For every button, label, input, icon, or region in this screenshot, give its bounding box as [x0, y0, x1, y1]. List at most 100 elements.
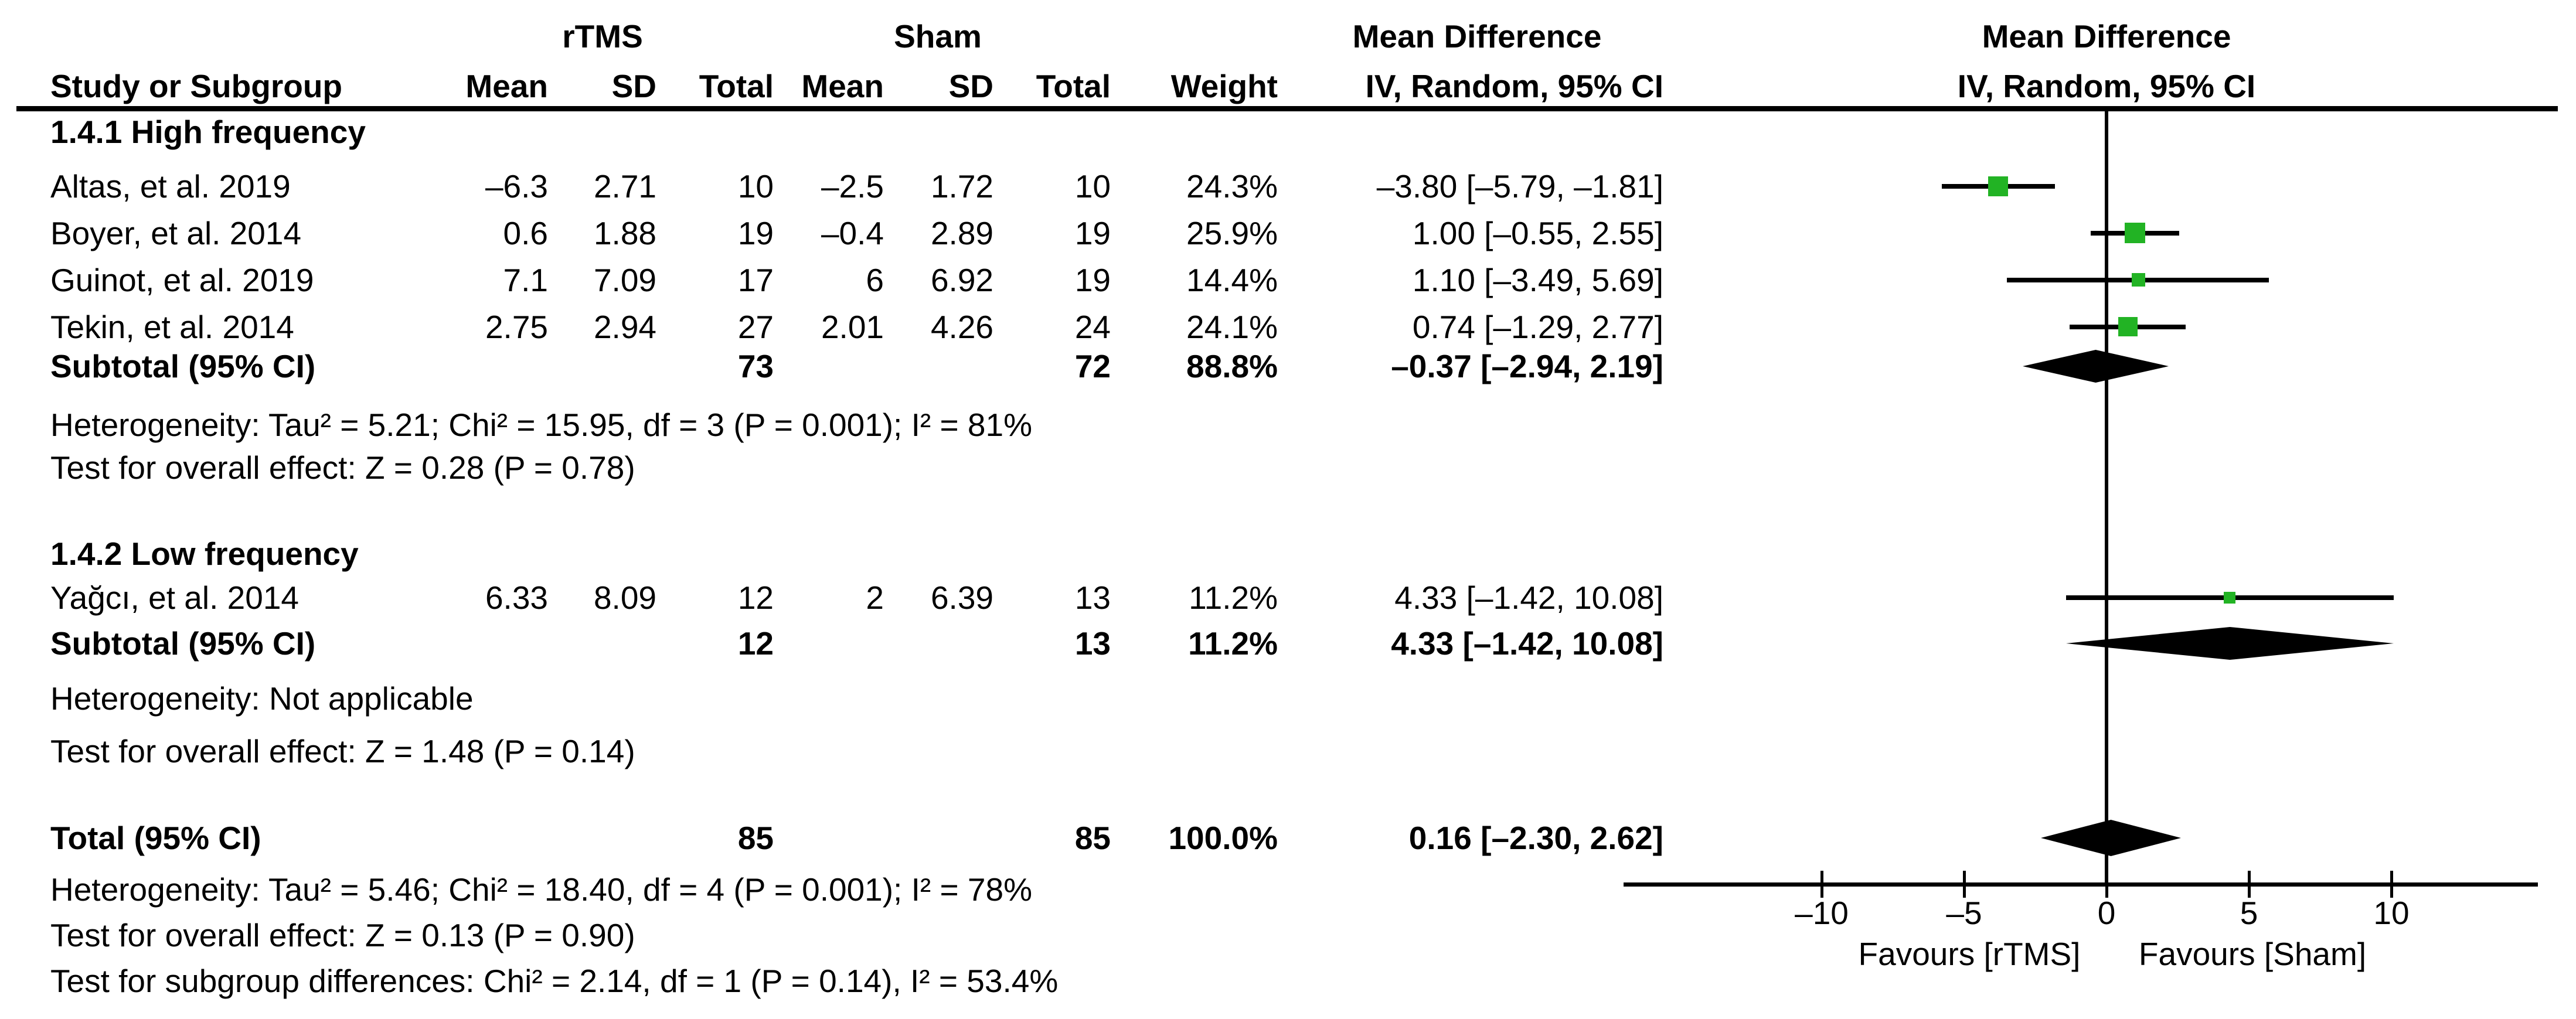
x-axis-tick-label: 10: [2373, 895, 2410, 931]
x-axis-tick: [1963, 871, 1966, 898]
column-header-row: Study or Subgroup Mean SD Total Mean SD …: [0, 66, 2576, 107]
total-row: Total (95% CI) 85 85 100.0% 0.16 [–2.30,…: [0, 817, 2576, 858]
col-total-rtms: Total: [699, 68, 774, 104]
mean-rtms: 7.1: [503, 262, 548, 298]
favours-left-label: Favours [rTMS]: [1858, 936, 2081, 972]
subgroup1-subtotal-row: Subtotal (95% CI) 73 72 88.8% –0.37 [–2.…: [0, 346, 2576, 387]
sd-rtms: 1.88: [593, 215, 656, 251]
overall-effect-text: Test for overall effect: Z = 1.48 (P = 0…: [50, 733, 635, 769]
x-axis-tick-label: 0: [2097, 895, 2116, 931]
table-row-tekin: Tekin, et al. 2014 2.75 2.94 27 2.01 4.2…: [0, 306, 2576, 347]
subgroup2-subtotal-row: Subtotal (95% CI) 12 13 11.2% 4.33 [–1.4…: [0, 623, 2576, 664]
total-rtms: 12: [737, 580, 774, 616]
col-mean-rtms: Mean: [465, 68, 548, 104]
col-sd-sham: SD: [948, 68, 993, 104]
point-marker-boyer: [2125, 223, 2145, 243]
overall-effect-text: Test for overall effect: Z = 0.28 (P = 0…: [50, 449, 635, 486]
col-ci-plot: IV, Random, 95% CI: [1957, 68, 2256, 104]
rtms-group-header: rTMS: [562, 18, 643, 54]
header-rule: [16, 106, 2558, 111]
study-label: Tekin, et al. 2014: [50, 309, 294, 345]
mean-difference-header-right: Mean Difference: [1982, 18, 2231, 54]
col-mean-sham: Mean: [801, 68, 884, 104]
sd-rtms: 7.09: [593, 262, 656, 298]
x-axis-tick: [2248, 871, 2251, 898]
sd-sham: 1.72: [930, 168, 993, 205]
study-label: Guinot, et al. 2019: [50, 262, 314, 298]
group-header-row: rTMS Sham Mean Difference Mean Differenc…: [0, 16, 2576, 57]
study-label: Boyer, et al. 2014: [50, 215, 302, 251]
x-axis-tick: [2105, 871, 2108, 898]
total-sham: 19: [1074, 215, 1111, 251]
table-row-yagci: Yağcı, et al. 2014 6.33 8.09 12 2 6.39 1…: [0, 577, 2576, 618]
total-total-sham: 85: [1074, 820, 1111, 856]
mean-difference-header-left: Mean Difference: [1352, 18, 1602, 54]
subtotal-total-rtms: 73: [737, 348, 774, 384]
subgroup1-overall-effect-row: Test for overall effect: Z = 0.28 (P = 0…: [0, 447, 2576, 488]
table-row-altas: Altas, et al. 2019 –6.3 2.71 10 –2.5 1.7…: [0, 166, 2576, 207]
subtotal-total-sham: 13: [1074, 625, 1111, 662]
overall-effect-text: Test for overall effect: Z = 0.13 (P = 0…: [50, 917, 635, 953]
favours-right-label: Favours [Sham]: [2138, 936, 2367, 972]
mean-sham: –2.5: [821, 168, 884, 205]
total-heterogeneity-row: Heterogeneity: Tau² = 5.46; Chi² = 18.40…: [0, 869, 2576, 910]
subgroup1-title-row: 1.4.1 High frequency: [0, 111, 2576, 152]
mean-rtms: –6.3: [485, 168, 548, 205]
total-label: Total (95% CI): [50, 820, 261, 856]
subtotal-total-rtms: 12: [737, 625, 774, 662]
subgroup2-heterogeneity-row: Heterogeneity: Not applicable: [0, 678, 2576, 719]
ci-text: –3.80 [–5.79, –1.81]: [1376, 168, 1663, 205]
total-sham: 10: [1074, 168, 1111, 205]
subtotal-label: Subtotal (95% CI): [50, 625, 316, 662]
sd-rtms: 8.09: [593, 580, 656, 616]
subtotal-ci-text: –0.37 [–2.94, 2.19]: [1391, 348, 1663, 384]
x-axis-tick-label: –10: [1795, 895, 1849, 931]
subtotal-total-sham: 72: [1074, 348, 1111, 384]
x-axis-line: [1624, 882, 2538, 887]
x-axis-tick: [2390, 871, 2393, 898]
point-marker-guinot: [2132, 273, 2145, 287]
mean-sham: 6: [866, 262, 884, 298]
sd-sham: 4.26: [930, 309, 993, 345]
total-sham: 24: [1074, 309, 1111, 345]
mean-sham: –0.4: [821, 215, 884, 251]
total-overall-effect-row: Test for overall effect: Z = 0.13 (P = 0…: [0, 915, 2576, 956]
subtotal-ci-text: 4.33 [–1.42, 10.08]: [1391, 625, 1663, 662]
x-axis-tick-label: 5: [2240, 895, 2258, 931]
ci-text: 0.74 [–1.29, 2.77]: [1412, 309, 1663, 345]
sd-sham: 6.39: [930, 580, 993, 616]
col-study: Study or Subgroup: [50, 68, 343, 104]
subgroup2-title-row: 1.4.2 Low frequency: [0, 533, 2576, 574]
total-rtms: 10: [737, 168, 774, 205]
mean-rtms: 6.33: [485, 580, 548, 616]
total-rtms: 17: [737, 262, 774, 298]
subgroup-differences-text: Test for subgroup differences: Chi² = 2.…: [50, 963, 1059, 999]
weight: 24.1%: [1186, 309, 1278, 345]
mean-rtms: 2.75: [485, 309, 548, 345]
mean-sham: 2.01: [821, 309, 884, 345]
col-weight: Weight: [1170, 68, 1278, 104]
heterogeneity-text: Heterogeneity: Tau² = 5.21; Chi² = 15.95…: [50, 407, 1032, 443]
subgroup2-title: 1.4.2 Low frequency: [50, 536, 359, 572]
subgroup1-title: 1.4.1 High frequency: [50, 114, 366, 150]
total-ci-text: 0.16 [–2.30, 2.62]: [1408, 820, 1663, 856]
point-marker-altas: [1988, 176, 2008, 196]
sd-rtms: 2.71: [593, 168, 656, 205]
ci-text: 1.10 [–3.49, 5.69]: [1412, 262, 1663, 298]
zero-line: [2105, 111, 2108, 884]
col-sd-rtms: SD: [611, 68, 656, 104]
mean-sham: 2: [866, 580, 884, 616]
study-label: Altas, et al. 2019: [50, 168, 291, 205]
weight: 25.9%: [1186, 215, 1278, 251]
subgroup-differences-row: Test for subgroup differences: Chi² = 2.…: [0, 960, 2576, 1001]
sd-sham: 2.89: [930, 215, 993, 251]
sham-group-header: Sham: [894, 18, 982, 54]
subtotal-label: Subtotal (95% CI): [50, 348, 316, 384]
total-total-rtms: 85: [737, 820, 774, 856]
sd-sham: 6.92: [930, 262, 993, 298]
col-total-sham: Total: [1036, 68, 1111, 104]
ci-text: 1.00 [–0.55, 2.55]: [1412, 215, 1663, 251]
table-row-guinot: Guinot, et al. 2019 7.1 7.09 17 6 6.92 1…: [0, 260, 2576, 301]
subtotal-weight: 11.2%: [1188, 625, 1278, 662]
subtotal-weight: 88.8%: [1186, 348, 1278, 384]
